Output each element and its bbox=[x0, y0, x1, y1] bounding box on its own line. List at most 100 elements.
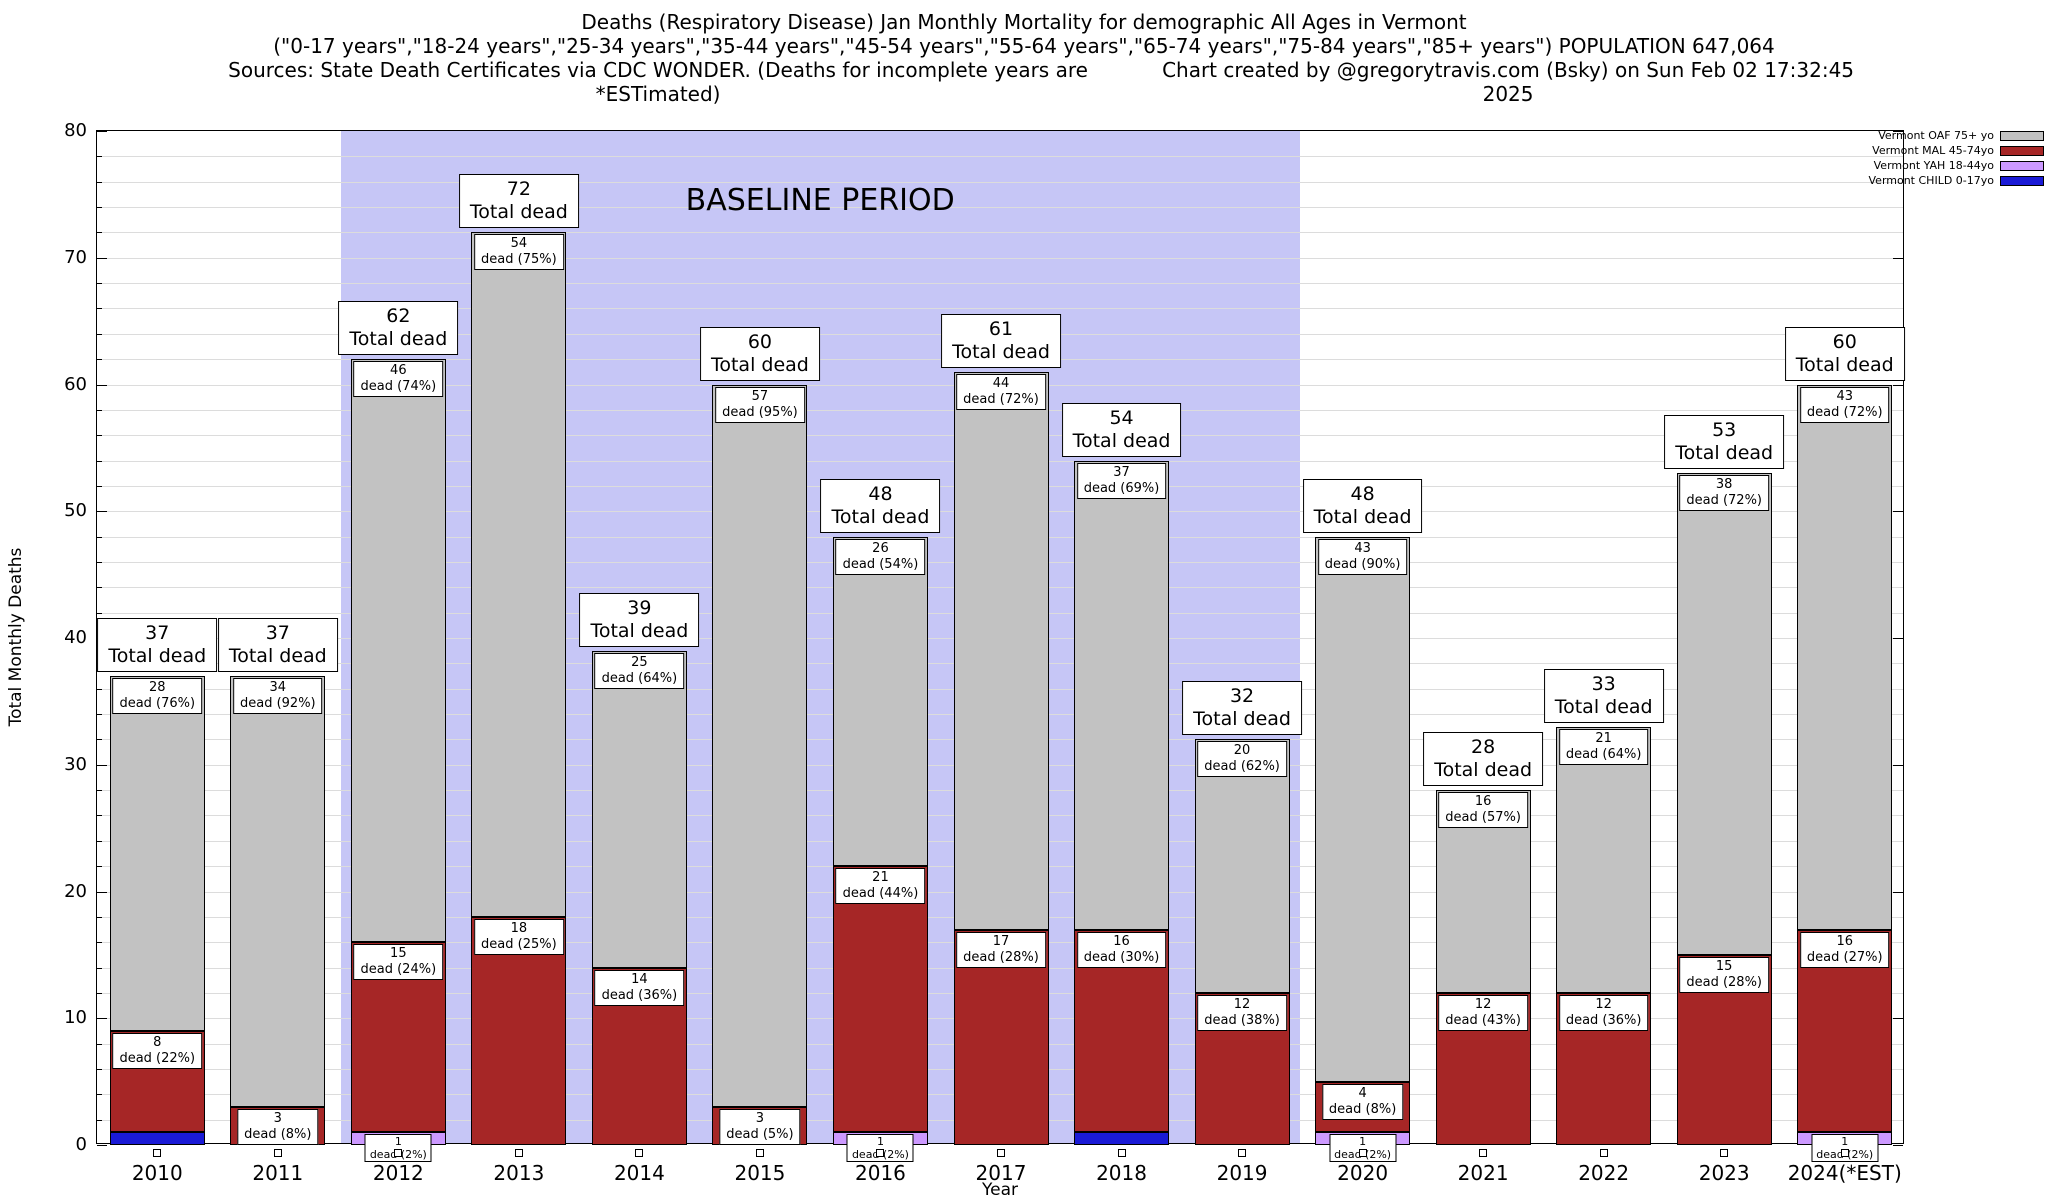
bar-segment bbox=[591, 650, 687, 968]
segment-label: 46 dead (74%) bbox=[353, 361, 444, 398]
total-dead-label: 28 Total dead bbox=[1423, 732, 1544, 787]
total-dead-label: 60 Total dead bbox=[699, 326, 820, 381]
y-tick-label: 30 bbox=[64, 753, 87, 775]
zero-point-marker bbox=[273, 1149, 282, 1157]
legend-swatch bbox=[2000, 146, 2044, 156]
segment-label: 16 dead (30%) bbox=[1076, 931, 1167, 968]
total-dead-label: 62 Total dead bbox=[338, 301, 459, 356]
total-dead-label: 39 Total dead bbox=[579, 592, 700, 647]
legend-item: Vermont MAL 45-74yo bbox=[1869, 145, 2044, 157]
total-dead-label: 37 Total dead bbox=[217, 618, 338, 673]
segment-label: 57 dead (95%) bbox=[715, 386, 805, 423]
x-tick-label: 2022 bbox=[1578, 1161, 1630, 1185]
total-dead-label: 53 Total dead bbox=[1664, 415, 1785, 470]
y-tick-major-right bbox=[1893, 638, 1903, 639]
bar-segment bbox=[471, 232, 567, 917]
x-tick-label: 2015 bbox=[734, 1161, 786, 1185]
y-tick-major bbox=[97, 511, 107, 513]
segment-label: 28 dead (76%) bbox=[112, 678, 203, 715]
segment-label: 43 dead (90%) bbox=[1317, 538, 1408, 575]
y-tick-minor bbox=[97, 714, 102, 716]
segment-label: 15 dead (28%) bbox=[1679, 956, 1770, 993]
y-tick-minor bbox=[97, 1094, 102, 1096]
y-tick-major-right bbox=[1893, 1018, 1903, 1020]
y-tick-major-right bbox=[1893, 384, 1903, 386]
segment-label: 1 dead (2%) bbox=[1329, 1134, 1397, 1163]
y-tick-major bbox=[97, 764, 107, 766]
y-tick-label: 40 bbox=[64, 627, 87, 648]
y-tick-label: 50 bbox=[64, 500, 87, 522]
y-tick-minor bbox=[97, 1043, 102, 1045]
segment-label: 18 dead (25%) bbox=[474, 918, 564, 955]
y-tick-minor bbox=[97, 587, 102, 589]
bar-segment bbox=[1556, 726, 1652, 993]
segment-label: 38 dead (72%) bbox=[1679, 475, 1770, 512]
x-tick-label: 2024(*EST) bbox=[1787, 1161, 1902, 1185]
bar-segment bbox=[953, 371, 1049, 930]
zero-point-marker bbox=[1720, 1149, 1729, 1157]
legend-item: Vermont YAH 18-44yo bbox=[1869, 160, 2044, 172]
zero-point-marker bbox=[153, 1149, 162, 1157]
segment-label: 12 dead (36%) bbox=[1558, 994, 1649, 1031]
legend-label: Vermont OAF 75+ yo bbox=[1878, 129, 1994, 142]
segment-label: 26 dead (54%) bbox=[835, 538, 926, 575]
y-tick-label: 10 bbox=[64, 1007, 87, 1029]
y-tick-minor bbox=[97, 1068, 102, 1070]
bar-segment bbox=[109, 1132, 205, 1145]
x-axis-title: Year bbox=[982, 1180, 1018, 1200]
y-tick-minor bbox=[97, 942, 102, 944]
segment-label: 1 dead (2%) bbox=[1811, 1134, 1879, 1163]
y-tick-minor bbox=[97, 359, 102, 361]
y-tick-minor bbox=[97, 739, 102, 741]
zero-point-marker bbox=[514, 1149, 523, 1157]
y-tick-minor bbox=[97, 866, 102, 868]
y-tick-minor bbox=[97, 840, 102, 842]
y-tick-major bbox=[97, 257, 107, 259]
total-dead-label: 48 Total dead bbox=[820, 478, 941, 533]
segment-label: 8 dead (22%) bbox=[112, 1032, 203, 1069]
y-tick-label: 0 bbox=[75, 1134, 87, 1155]
zero-point-marker bbox=[635, 1149, 644, 1157]
legend-swatch bbox=[2000, 131, 2044, 141]
y-tick-minor bbox=[97, 992, 102, 994]
y-tick-minor bbox=[97, 612, 102, 614]
bar-segment bbox=[1315, 536, 1411, 1082]
y-tick-label: 20 bbox=[64, 880, 87, 902]
y-tick-minor bbox=[97, 485, 102, 487]
zero-point-marker bbox=[755, 1149, 764, 1157]
y-tick-minor bbox=[97, 308, 102, 310]
zero-point-marker bbox=[1117, 1149, 1126, 1157]
y-tick-minor bbox=[97, 1119, 102, 1121]
zero-point-marker bbox=[1479, 1149, 1488, 1157]
chart-caption-row: Sources: State Death Certificates via CD… bbox=[174, 58, 1874, 106]
y-tick-label: 60 bbox=[64, 373, 87, 395]
y-tick-minor bbox=[97, 790, 102, 792]
segment-label: 3 dead (8%) bbox=[237, 1108, 319, 1145]
x-tick-label: 2020 bbox=[1337, 1161, 1389, 1185]
y-tick-major-right bbox=[1893, 891, 1903, 893]
y-tick-minor bbox=[97, 967, 102, 969]
x-tick-label: 2023 bbox=[1698, 1161, 1750, 1185]
y-tick-major-right bbox=[1893, 511, 1903, 513]
bar-segment bbox=[832, 536, 928, 867]
x-tick-label: 2010 bbox=[131, 1161, 183, 1185]
chart-header: Deaths (Respiratory Disease) Jan Monthly… bbox=[0, 10, 2048, 106]
gridline bbox=[97, 156, 1903, 158]
bar-segment bbox=[1194, 739, 1290, 993]
x-tick-label: 2013 bbox=[493, 1161, 545, 1185]
baseline-period-label: BASELINE PERIOD bbox=[685, 183, 955, 218]
segment-label: 44 dead (72%) bbox=[956, 373, 1046, 410]
y-tick-minor bbox=[97, 916, 102, 918]
y-tick-major bbox=[97, 891, 107, 893]
x-tick-label: 2018 bbox=[1096, 1161, 1147, 1185]
x-tick-label: 2017 bbox=[975, 1161, 1027, 1185]
y-tick-major bbox=[97, 131, 107, 132]
total-dead-label: 61 Total dead bbox=[941, 313, 1061, 368]
y-tick-minor bbox=[97, 207, 102, 209]
y-axis-title: Total Monthly Deaths bbox=[6, 547, 26, 727]
segment-label: 4 dead (8%) bbox=[1321, 1083, 1404, 1120]
y-tick-minor bbox=[97, 232, 102, 234]
segment-label: 25 dead (64%) bbox=[594, 652, 685, 689]
total-dead-label: 60 Total dead bbox=[1784, 326, 1905, 381]
